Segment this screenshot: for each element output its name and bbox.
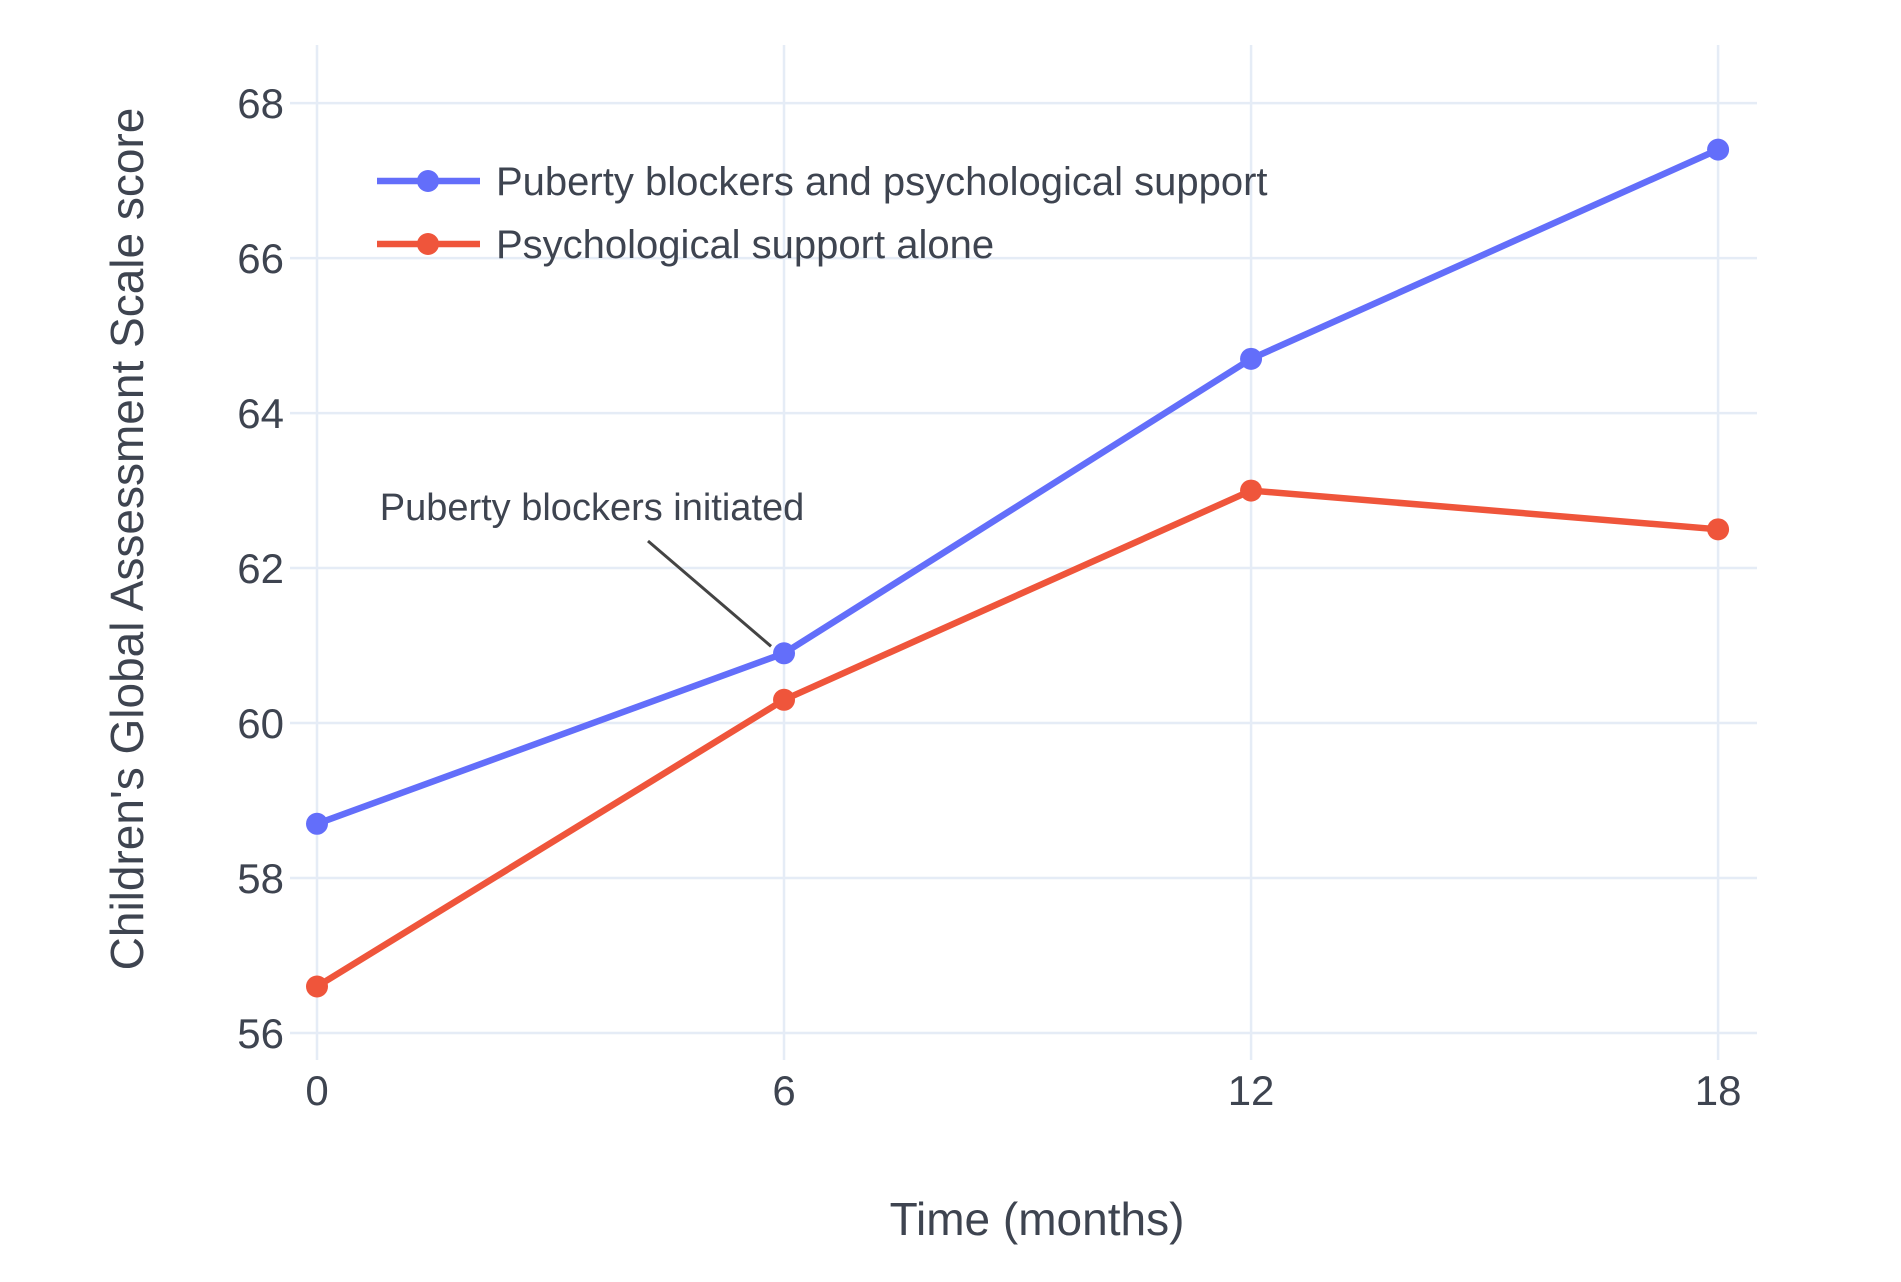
- series-marker: [306, 975, 328, 998]
- y-tick-label: 68: [237, 80, 284, 127]
- series-marker: [1707, 518, 1730, 541]
- annotation-arrow: [647, 539, 773, 648]
- y-tick-label: 62: [237, 545, 284, 592]
- series-marker: [1240, 347, 1263, 370]
- y-tick-label: 60: [237, 700, 284, 747]
- legend-marker: [417, 170, 439, 192]
- grid-layer: [290, 45, 1757, 1060]
- legend: Puberty blockers and psychological suppo…: [377, 160, 1268, 267]
- y-tick-label: 64: [237, 390, 284, 437]
- x-tick-label: 12: [1228, 1067, 1275, 1114]
- x-tick-label: 0: [305, 1067, 328, 1114]
- legend-item[interactable]: Psychological support alone: [377, 223, 994, 267]
- y-tick-label: 66: [237, 235, 284, 282]
- x-axis-title: Time (months): [890, 1193, 1185, 1245]
- legend-item[interactable]: Puberty blockers and psychological suppo…: [377, 160, 1268, 204]
- axis-layer: 56 58 60 62 64 66 68 0 6 12 18 Time (months) Childre…: [101, 80, 1741, 1245]
- series-0: [306, 138, 1730, 835]
- series-line: [313, 146, 1722, 828]
- legend-label: Psychological support alone: [496, 223, 994, 267]
- annotation-label: Puberty blockers initiated: [380, 487, 805, 529]
- series-1: [306, 479, 1730, 998]
- x-tick-label: 6: [772, 1067, 795, 1114]
- y-tick-label: 56: [237, 1010, 284, 1057]
- series-layer: [306, 138, 1730, 998]
- x-tick-label: 18: [1695, 1067, 1742, 1114]
- series-marker: [773, 688, 796, 711]
- y-tick-label: 58: [237, 855, 284, 902]
- legend-label: Puberty blockers and psychological suppo…: [496, 160, 1268, 204]
- annotation-layer: Puberty blockers initiated: [380, 487, 805, 648]
- series-marker: [306, 812, 328, 835]
- series-marker: [1707, 138, 1730, 161]
- series-marker: [773, 642, 796, 665]
- y-axis-title: Children's Global Assessment Scale score: [101, 108, 153, 971]
- series-line: [313, 487, 1722, 990]
- legend-marker: [417, 233, 439, 255]
- series-marker: [1240, 479, 1263, 502]
